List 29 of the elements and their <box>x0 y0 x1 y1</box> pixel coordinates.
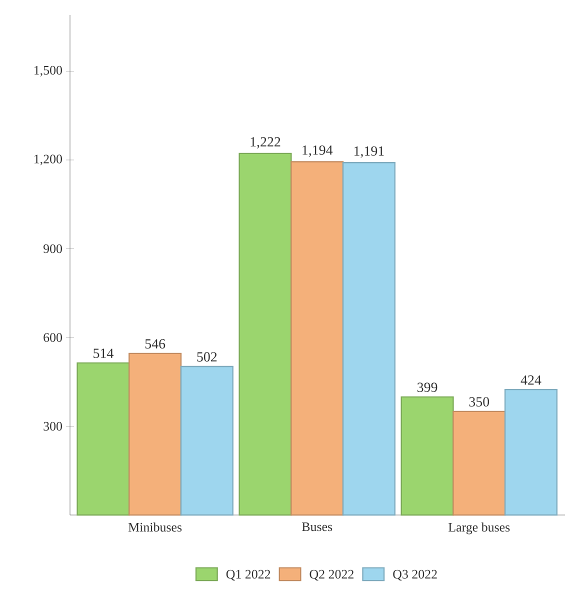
y-tick-label: 300 <box>44 422 62 431</box>
bar <box>180 366 234 516</box>
data-label: 514 <box>94 348 114 358</box>
data-label: 424 <box>520 375 542 385</box>
bar <box>452 410 506 516</box>
legend-label: Q3 2022 <box>393 570 437 581</box>
data-label: 1,194 <box>302 145 333 157</box>
x-tick-label: Large buses <box>448 522 510 534</box>
y-tick-label: 900 <box>43 244 62 254</box>
legend-label: Q2 2022 <box>310 570 354 581</box>
bar <box>290 161 344 516</box>
data-label: 502 <box>197 352 217 362</box>
y-tick-label: 1,200 <box>34 154 62 166</box>
bar <box>400 396 454 516</box>
data-label: 350 <box>469 397 490 407</box>
bar <box>342 162 396 516</box>
data-label: 399 <box>417 382 438 392</box>
bar <box>238 152 292 516</box>
legend-label: Q1 2022 <box>226 570 270 581</box>
data-label: 1,222 <box>250 137 280 149</box>
data-label: 546 <box>145 339 166 349</box>
x-tick-label: Minibuses <box>128 522 182 532</box>
data-label: 1,191 <box>354 146 384 158</box>
y-tick-label: 1,500 <box>34 66 62 77</box>
bar <box>504 388 558 516</box>
bar <box>128 352 182 516</box>
y-tick-label: 600 <box>44 333 62 342</box>
bar <box>76 362 130 516</box>
x-tick-label: Buses <box>302 522 332 532</box>
